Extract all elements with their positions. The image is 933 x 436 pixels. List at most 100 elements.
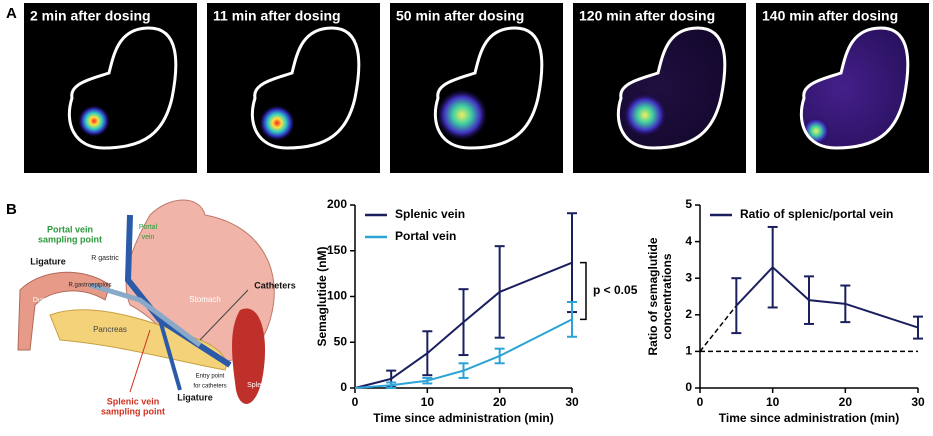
stomach-outline: [433, 26, 544, 150]
error-bar: [731, 277, 742, 335]
diagram-label: sampling point: [101, 406, 165, 416]
duodenum-shape: [17, 271, 111, 351]
image-background: [207, 3, 380, 173]
stomach-outline: [67, 26, 178, 150]
diagram-label: Stomach: [189, 295, 221, 304]
y-tick-label: 100: [327, 289, 347, 303]
image-title: 50 min after dosing: [396, 8, 524, 24]
error-bar: [804, 275, 814, 325]
stomach-outline: [250, 26, 361, 150]
hotspot: [436, 89, 488, 141]
legend-label: Portal vein: [395, 229, 456, 243]
error-bar: [840, 284, 851, 324]
error-bar: [494, 347, 505, 365]
diagram-label: for catheters: [193, 384, 226, 390]
hotspot: [259, 105, 295, 141]
scan-image: 50 min after dosing: [390, 3, 563, 173]
x-tick-label: 30: [565, 395, 579, 409]
series-line: [354, 261, 573, 389]
error-bar: [567, 300, 577, 338]
diagram-label: R gastric: [91, 255, 119, 262]
diagram-label: Entry point: [196, 374, 225, 380]
diagram-label: sampling point: [38, 234, 102, 244]
x-tick-label: 10: [421, 395, 435, 409]
diagram-label: Duodenum: [33, 297, 67, 304]
x-tick-label: 30: [911, 395, 925, 409]
y-tick-label: 150: [327, 243, 347, 257]
x-tick-label: 0: [352, 395, 359, 409]
diagram-label: Catheters: [254, 280, 296, 290]
panel-label: B: [6, 201, 17, 218]
hotspot: [623, 93, 667, 137]
error-bar: [767, 225, 778, 309]
annotation: p < 0.05: [593, 283, 638, 297]
image-title: 140 min after dosing: [762, 8, 898, 24]
vein: [89, 282, 202, 347]
stomach-outline: [799, 26, 910, 150]
error-bar: [913, 315, 923, 340]
scan-image: 140 min after dosing: [756, 3, 929, 173]
x-tick-label: 20: [493, 395, 507, 409]
x-tick-label: 10: [766, 395, 780, 409]
y-tick-label: 5: [685, 197, 692, 211]
y-tick-label: 2: [685, 307, 692, 321]
chart: 0 1 2 3 4 5 0 10 20 30 Time since administration (…: [646, 197, 925, 425]
image-row: 2 min after dosing 11 min after dosing 50 …: [24, 3, 929, 173]
image-title: 120 min after dosing: [579, 8, 715, 24]
x-axis-label: Time since administration (min): [373, 411, 553, 425]
y-tick-label: 0: [685, 380, 692, 394]
diagram-label: Ligature: [30, 256, 66, 266]
catheter: [158, 319, 182, 391]
stomach-outline: [616, 26, 727, 150]
legend-label: Ratio of splenic/portal vein: [740, 207, 893, 221]
error-bar: [458, 288, 469, 357]
signal: [259, 105, 295, 141]
image-background: [24, 3, 197, 173]
diagram-label: Portal vein: [47, 224, 93, 234]
chart: 0 50 100 150 200 0 10 20 30 Time since administra…: [315, 197, 638, 425]
error-bar: [422, 376, 433, 385]
signal: [78, 105, 110, 137]
y-axis-label: concentrations: [660, 253, 674, 339]
signal: [436, 89, 488, 141]
diagram-label: vein: [142, 234, 155, 241]
diagram-label: Pancreas: [93, 325, 127, 334]
pancreas-shape: [49, 309, 227, 371]
pointer: [129, 329, 151, 393]
diagram-label: Splenic vein: [107, 396, 160, 406]
legend-label: Splenic vein: [395, 207, 465, 221]
error-bar: [386, 381, 397, 389]
scan-image: 2 min after dosing: [24, 3, 197, 173]
diagram-label: Spleen: [247, 382, 269, 389]
diagram-label: Portal: [139, 224, 158, 231]
scan-image: 11 min after dosing: [207, 3, 380, 173]
series-line: [354, 318, 573, 389]
x-axis-label: Time since administration (min): [719, 411, 899, 425]
catheter-line: [199, 289, 249, 341]
image-title: 2 min after dosing: [30, 8, 151, 24]
y-tick-label: 50: [334, 334, 348, 348]
error-bar: [567, 212, 577, 314]
x-tick-label: 0: [697, 395, 704, 409]
error-bar: [494, 245, 505, 339]
y-tick-label: 0: [340, 380, 347, 394]
image-background: [390, 3, 563, 173]
x-tick-label: 20: [839, 395, 853, 409]
y-tick-label: 200: [327, 197, 347, 211]
y-tick-label: 4: [685, 234, 692, 248]
diagram-label: R.gastroepiploic: [68, 283, 111, 289]
y-tick-label: 1: [685, 344, 692, 358]
y-axis-label: Semaglutide (nM): [315, 246, 329, 346]
panel-label: A: [6, 5, 17, 22]
series-line: [735, 265, 919, 329]
image-title: 11 min after dosing: [213, 8, 341, 24]
significance-bracket: [580, 261, 587, 321]
extrapolation: [699, 305, 737, 352]
y-axis-label: Ratio of semaglutide: [646, 237, 660, 355]
error-bar: [458, 362, 469, 379]
diagram-label: Ligature: [177, 392, 213, 402]
anatomy-diagram: [17, 199, 275, 404]
